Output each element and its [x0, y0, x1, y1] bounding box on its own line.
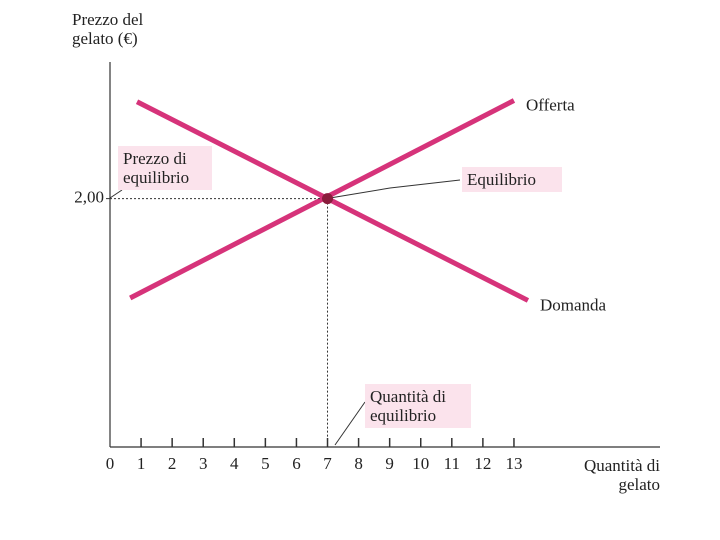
x-tick-label: 8	[354, 454, 363, 473]
connector	[329, 179, 461, 199]
x-axis-label: Quantità di gelato	[583, 456, 660, 494]
x-tick-label: 12	[474, 454, 491, 473]
x-tick-label: 10	[412, 454, 429, 473]
x-tick-label: 0	[106, 454, 115, 473]
legend-label: Domanda	[540, 295, 607, 314]
connector	[334, 401, 366, 446]
connector	[109, 189, 123, 199]
legend-label: Offerta	[526, 95, 575, 114]
y-axis-label: Prezzo del gelato (€)	[72, 10, 144, 48]
equilibrium-label: Equilibrio	[462, 167, 562, 192]
x-tick-label: 13	[505, 454, 522, 473]
x-tick-label: 4	[230, 454, 239, 473]
x-tick-label: 1	[137, 454, 146, 473]
x-tick-label: 9	[385, 454, 394, 473]
x-tick-label: 6	[292, 454, 301, 473]
x-tick-label: 2	[168, 454, 177, 473]
x-tick-label: 5	[261, 454, 270, 473]
annotation: Quantità di equilibrio	[365, 384, 471, 428]
x-tick-label: 7	[323, 454, 332, 473]
equilibrium-point	[322, 193, 334, 205]
annotation: Prezzo di equilibrio	[118, 146, 212, 190]
line	[135, 99, 530, 303]
x-tick-label: 11	[444, 454, 460, 473]
x-tick-label: 3	[199, 454, 208, 473]
y-tick-label: 2,00	[74, 188, 104, 207]
